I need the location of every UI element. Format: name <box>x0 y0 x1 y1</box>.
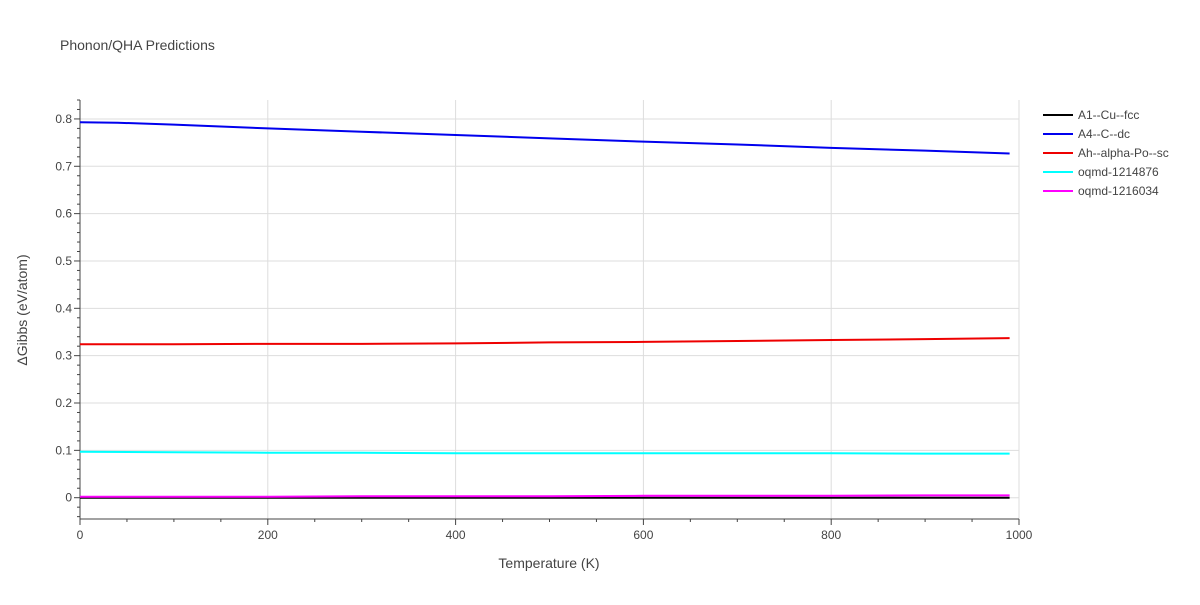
legend-label: oqmd-1216034 <box>1078 184 1159 198</box>
series-line <box>79 450 1010 455</box>
x-tick-label: 600 <box>633 528 653 542</box>
series-layer <box>79 121 1010 499</box>
legend-label: A1--Cu--fcc <box>1078 108 1139 122</box>
chart-title: Phonon/QHA Predictions <box>60 37 215 53</box>
y-tick-label: 0.6 <box>55 207 72 221</box>
y-axis-title: ΔGibbs (eV/atom) <box>14 254 30 365</box>
y-tick-label: 0 <box>65 491 72 505</box>
x-tick-label: 400 <box>446 528 466 542</box>
series-line <box>80 494 1010 498</box>
legend-label: Ah--alpha-Po--sc <box>1078 146 1169 160</box>
axes-layer <box>74 99 1020 525</box>
y-tick-label: 0.5 <box>55 254 72 268</box>
series-line <box>79 121 1010 155</box>
y-tick-label: 0.8 <box>55 112 72 126</box>
x-tick-label: 200 <box>258 528 278 542</box>
x-tick-label: 800 <box>821 528 841 542</box>
y-tick-label: 0.7 <box>55 159 72 173</box>
y-tick-label: 0.3 <box>55 349 72 363</box>
y-tick-label: 0.1 <box>55 443 72 457</box>
y-tick-label: 0.2 <box>55 396 72 410</box>
y-tick-label: 0.4 <box>55 301 72 315</box>
series-line <box>80 337 1010 346</box>
grid-layer <box>80 100 1020 519</box>
legend-label: oqmd-1214876 <box>1078 165 1159 179</box>
x-axis-title: Temperature (K) <box>498 555 599 571</box>
legend: A1--Cu--fcc A4--C--dc Ah--alpha-Po--sc oqmd… <box>1043 108 1169 198</box>
tick-label-layer: 0 200 400 600 800 1000 0 0.1 0.2 0.3 0.4 0.5 0.6 0.7 0… <box>55 112 1032 542</box>
x-tick-label: 1000 <box>1006 528 1033 542</box>
x-tick-label: 0 <box>77 528 84 542</box>
legend-label: A4--C--dc <box>1078 127 1130 141</box>
